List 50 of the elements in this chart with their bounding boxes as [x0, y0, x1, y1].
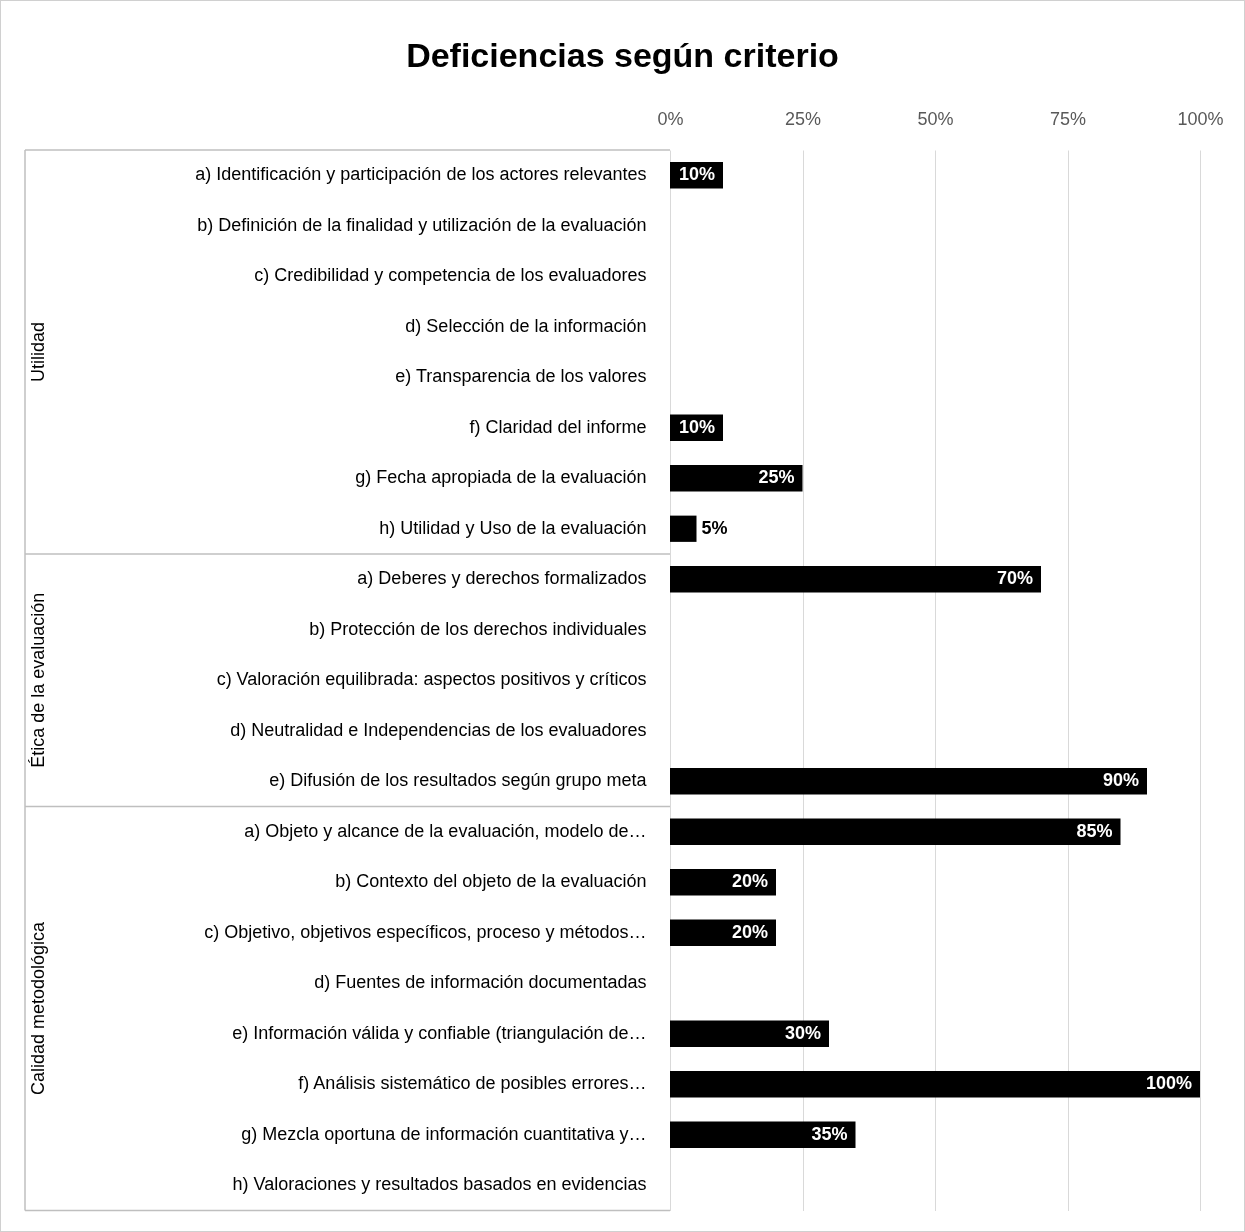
y-tick-label: a) Deberes y derechos formalizados — [357, 568, 647, 589]
y-tick-label: f) Claridad del informe — [469, 416, 647, 437]
x-tick-label: 0% — [657, 108, 684, 129]
text: Calidad metodológica — [28, 920, 48, 1096]
y-tick-label: e) Información válida y confiable (triangulación de… — [232, 1022, 647, 1043]
bar — [670, 1020, 829, 1047]
bar — [670, 515, 697, 542]
y-tick-label: c) Credibilidad y competencia de los evaluadores — [254, 265, 647, 286]
bar — [670, 768, 1147, 795]
chart-title: Deficiencias según criterio — [405, 36, 840, 75]
data-label: 20% — [731, 871, 768, 892]
bar — [670, 1121, 856, 1148]
y-tick-label: f) Análisis sistemático de posibles errores… — [298, 1073, 647, 1094]
bar — [670, 818, 1121, 845]
x-tick-label: 50% — [917, 108, 954, 129]
y-tick-label: d) Fuentes de información documentadas — [314, 972, 647, 993]
bar — [670, 465, 803, 492]
y-tick-label: d) Neutralidad e Independencias de los evaluadores — [230, 719, 647, 740]
data-label: 20% — [731, 921, 768, 942]
y-tick-label: b) Definición de la finalidad y utilización de la evaluación — [197, 214, 647, 235]
data-label: 5% — [701, 517, 728, 538]
y-tick-label: g) Fecha apropiada de la evaluación — [355, 467, 647, 488]
data-label: 90% — [1102, 770, 1139, 791]
data-label: 10% — [678, 416, 715, 437]
y-tick-label: c) Valoración equilibrada: aspectos positivos y críticos — [216, 669, 647, 690]
y-tick-label: e) Transparencia de los valores — [395, 366, 647, 387]
y-tick-label: a) Identificación y participación de los actores relevantes — [195, 164, 647, 185]
bar — [670, 566, 1041, 593]
y-tick-label: g) Mezcla oportuna de información cuantitativa y… — [241, 1123, 647, 1144]
data-label: 100% — [1145, 1073, 1192, 1094]
y-tick-label: h) Utilidad y Uso de la evaluación — [379, 517, 647, 538]
y-tick-label: b) Protección de los derechos individuales — [309, 618, 647, 639]
text: Utilidad — [28, 321, 48, 383]
bar — [670, 1071, 1200, 1098]
text: Ética de la evaluación — [28, 592, 48, 768]
data-label: 25% — [758, 467, 795, 488]
y-tick-label: a) Objeto y alcance de la evaluación, modelo de… — [244, 820, 647, 841]
data-label: 30% — [784, 1022, 821, 1043]
data-label: 70% — [996, 568, 1033, 589]
y-tick-label: d) Selección de la información — [405, 315, 647, 336]
y-tick-label: c) Objetivo, objetivos específicos, proceso y métodos… — [204, 921, 647, 942]
y-tick-label: h) Valoraciones y resultados basados en evidencias — [232, 1174, 647, 1195]
data-label: 35% — [811, 1123, 848, 1144]
x-tick-label: 75% — [1049, 108, 1087, 129]
y-tick-label: b) Contexto del objeto de la evaluación — [335, 871, 647, 892]
x-tick-label: 100% — [1177, 108, 1224, 129]
x-tick-label: 25% — [784, 108, 822, 129]
y-tick-label: e) Difusión de los resultados según grupo meta — [269, 770, 648, 791]
data-label: 85% — [1076, 820, 1113, 841]
data-label: 10% — [678, 164, 715, 185]
